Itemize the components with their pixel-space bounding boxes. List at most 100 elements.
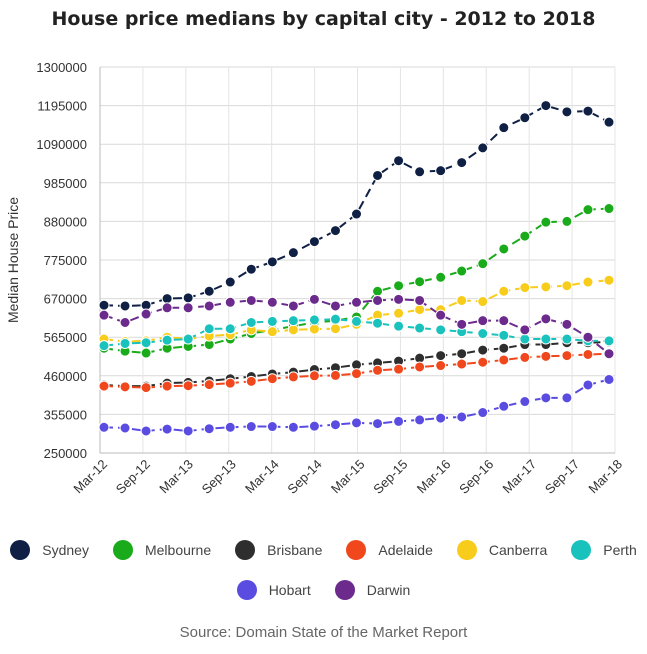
- source-note: Source: Domain State of the Market Repor…: [179, 624, 468, 641]
- x-tick-label: Mar-14: [242, 457, 282, 497]
- data-point-sydney: [393, 155, 405, 167]
- data-point-adelaide: [477, 356, 489, 368]
- data-point-darwin: [561, 318, 573, 330]
- data-point-sydney: [603, 116, 615, 128]
- series-line-melbourne: [103, 207, 610, 355]
- legend-swatch: [10, 540, 31, 560]
- x-tick-label: Mar-17: [500, 457, 540, 497]
- data-point-perth: [540, 333, 552, 345]
- data-point-perth: [477, 328, 489, 340]
- data-point-hobart: [603, 373, 615, 385]
- legend-item-brisbane[interactable]: Brisbane: [235, 540, 322, 560]
- y-tick-label: 1300000: [36, 60, 87, 75]
- data-point-perth: [245, 316, 257, 328]
- data-point-sydney: [182, 292, 194, 304]
- data-point-hobart: [393, 415, 405, 427]
- data-point-perth: [519, 333, 531, 345]
- data-point-melbourne: [477, 258, 489, 270]
- data-point-melbourne: [603, 203, 615, 215]
- legend-item-adelaide[interactable]: Adelaide: [346, 540, 433, 560]
- legend-item-sydney[interactable]: Sydney: [10, 540, 89, 560]
- legend-item-canberra[interactable]: Canberra: [456, 540, 548, 560]
- data-point-adelaide: [161, 380, 173, 392]
- data-point-adelaide: [435, 360, 447, 372]
- data-point-perth: [161, 334, 173, 346]
- legend-item-melbourne[interactable]: Melbourne: [112, 540, 211, 560]
- data-point-adelaide: [582, 348, 594, 360]
- data-point-perth: [182, 333, 194, 345]
- data-point-hobart: [582, 379, 594, 391]
- data-point-darwin: [98, 309, 110, 321]
- data-point-hobart: [414, 414, 426, 426]
- data-point-sydney: [351, 208, 362, 220]
- data-point-sydney: [435, 165, 447, 177]
- data-point-hobart: [182, 425, 194, 437]
- data-point-darwin: [372, 294, 384, 306]
- data-point-hobart: [372, 418, 384, 430]
- legend: Sydney Melbourne Brisbane Adelaide Canberra P…: [0, 540, 647, 620]
- y-tick-label: 460000: [44, 369, 87, 384]
- data-point-canberra: [393, 307, 405, 319]
- x-tick-label: Sep-12: [113, 457, 153, 497]
- data-point-canberra: [266, 326, 278, 338]
- legend-swatch: [571, 540, 592, 560]
- data-point-perth: [435, 324, 447, 336]
- series-line-canberra: [103, 279, 610, 343]
- data-point-sydney: [582, 105, 594, 117]
- data-point-melbourne: [582, 204, 594, 216]
- x-tick-label: Sep-16: [456, 457, 496, 497]
- data-point-adelaide: [351, 368, 362, 380]
- legend-label: Sydney: [42, 542, 89, 558]
- data-point-canberra: [519, 282, 531, 294]
- data-point-melbourne: [435, 271, 447, 283]
- data-point-darwin: [266, 296, 278, 308]
- data-point-darwin: [540, 313, 552, 325]
- data-point-darwin: [245, 294, 257, 306]
- data-point-darwin: [182, 302, 194, 314]
- data-point-sydney: [561, 106, 573, 118]
- legend-swatch: [334, 580, 355, 600]
- legend-label: Canberra: [488, 542, 548, 558]
- data-point-sydney: [519, 112, 531, 124]
- legend-item-perth[interactable]: Perth: [571, 540, 637, 560]
- legend-label: Darwin: [366, 582, 411, 598]
- data-point-melbourne: [140, 347, 152, 359]
- x-tick-label: Mar-12: [70, 457, 110, 497]
- data-point-darwin: [224, 296, 236, 308]
- data-point-melbourne: [393, 280, 405, 292]
- data-point-sydney: [498, 122, 510, 134]
- legend-item-hobart[interactable]: Hobart: [236, 580, 311, 600]
- x-tick-label: Sep-15: [370, 457, 410, 497]
- data-point-perth: [287, 315, 299, 327]
- data-point-adelaide: [119, 381, 131, 393]
- legend-swatch: [456, 540, 477, 560]
- data-point-melbourne: [561, 215, 573, 227]
- y-tick-label: 355000: [44, 407, 87, 422]
- data-point-adelaide: [498, 354, 510, 366]
- data-point-darwin: [414, 294, 426, 306]
- data-point-perth: [119, 337, 131, 349]
- data-point-darwin: [287, 300, 299, 312]
- data-point-adelaide: [540, 350, 552, 362]
- data-point-hobart: [477, 407, 489, 419]
- data-point-adelaide: [245, 375, 257, 387]
- data-point-darwin: [308, 293, 320, 305]
- chart-title: House price medians by capital city - 20…: [51, 8, 596, 30]
- data-point-canberra: [603, 274, 615, 286]
- data-point-sydney: [203, 285, 215, 297]
- data-point-perth: [266, 315, 278, 327]
- data-point-canberra: [414, 304, 426, 316]
- x-tick-label: Mar-16: [414, 457, 454, 497]
- data-point-adelaide: [456, 358, 468, 370]
- data-point-sydney: [414, 166, 426, 178]
- data-point-darwin: [161, 302, 173, 314]
- y-tick-label: 670000: [44, 292, 87, 307]
- data-point-perth: [498, 329, 510, 341]
- data-point-hobart: [498, 400, 510, 412]
- legend-item-darwin[interactable]: Darwin: [334, 580, 411, 600]
- legend-swatch: [112, 540, 133, 560]
- legend-swatch: [235, 540, 256, 560]
- data-point-adelaide: [561, 350, 573, 362]
- data-point-canberra: [477, 296, 489, 308]
